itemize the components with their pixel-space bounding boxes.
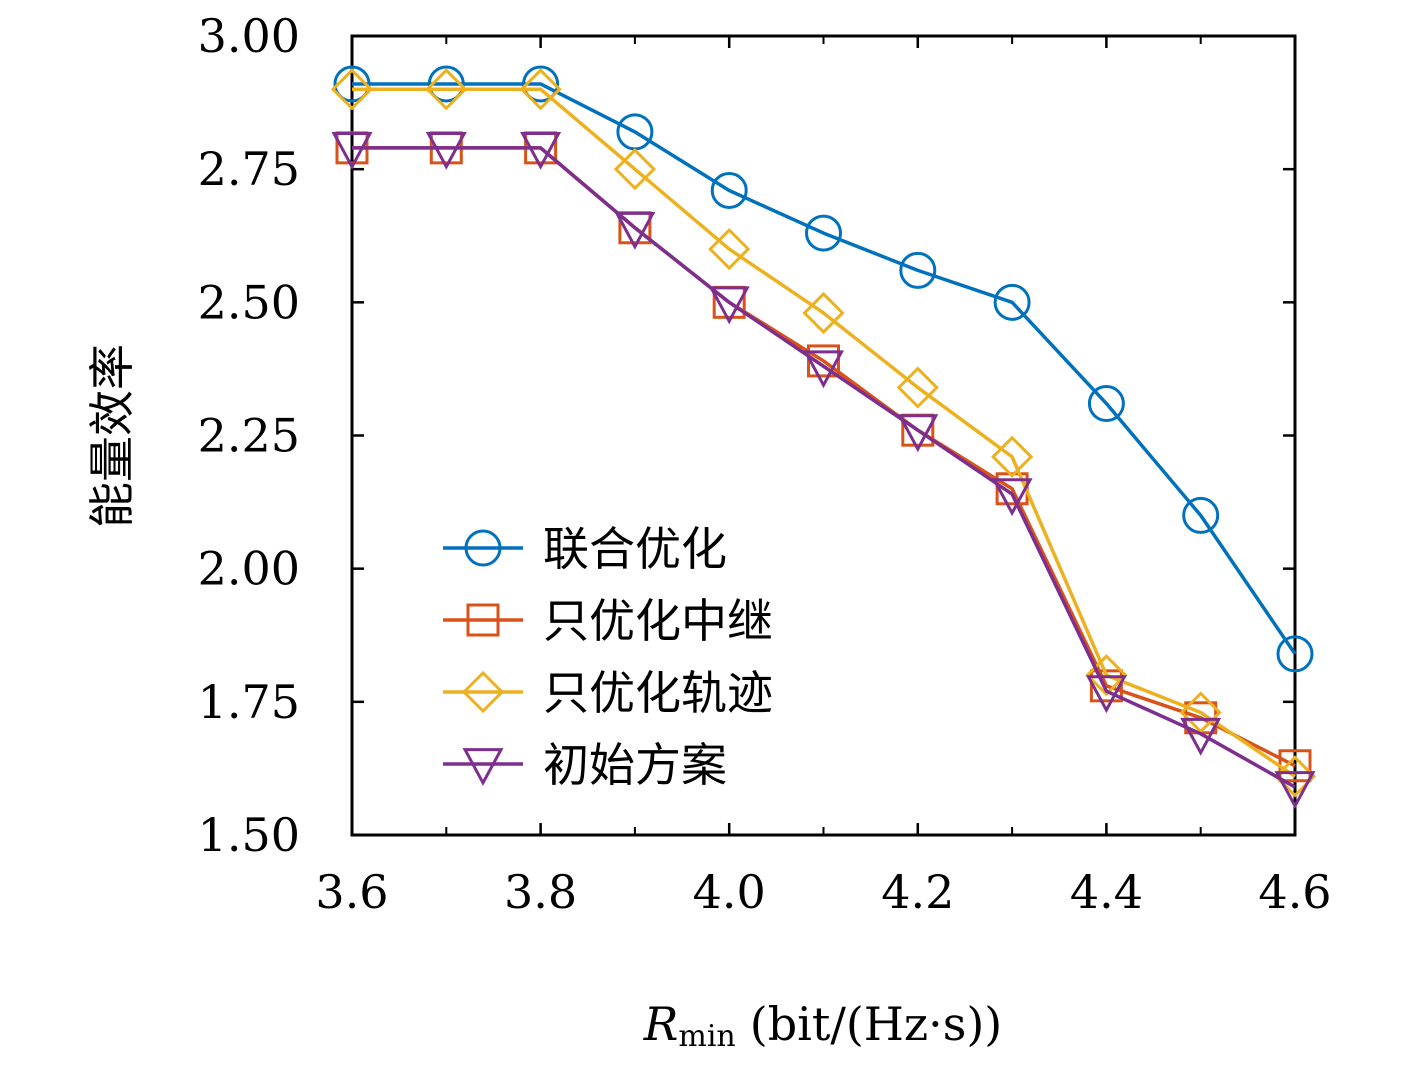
series-line [352, 87, 1296, 778]
plot-frame [350, 34, 1297, 837]
x-axis-label-symbol: R [643, 997, 679, 1051]
legend-item: 联合优化 [443, 522, 727, 576]
data-point [519, 68, 562, 111]
data-point [897, 414, 939, 453]
data-point [991, 478, 1033, 517]
x-tick-label: 4.4 [1070, 865, 1143, 919]
y-tick-label: 2.75 [198, 142, 300, 196]
x-axis-label-unit: (bit/(Hz·s)) [750, 997, 1003, 1051]
x-tick-label: 4.2 [881, 865, 954, 919]
data-point [425, 68, 468, 111]
x-tick-label: 4.0 [693, 865, 766, 919]
y-tick-label: 1.75 [198, 675, 300, 729]
legend-marker [464, 529, 502, 567]
data-point [708, 227, 751, 271]
legend-label: 初始方案 [543, 738, 727, 792]
legend-label: 只优化中继 [543, 594, 773, 648]
data-point [333, 65, 371, 103]
legend-item: 只优化轨迹 [443, 666, 773, 720]
series-3 [330, 68, 1317, 798]
data-point [330, 68, 374, 111]
data-point [899, 251, 937, 289]
data-point [520, 131, 562, 170]
y-tick-label: 2.50 [198, 275, 300, 329]
data-point [993, 283, 1031, 321]
axes-layer: 3.6 3.8 4.0 4.2 4.4 4.6 1.50 1.75 2.00 2.25 2.50 2.… [198, 9, 1332, 919]
x-tick-label: 3.8 [504, 865, 577, 919]
data-point [522, 65, 560, 103]
data-point [1180, 717, 1222, 756]
data-point [802, 291, 845, 335]
series-line [352, 82, 1297, 655]
legend-marker [461, 670, 505, 714]
y-tick-label: 2.00 [198, 542, 300, 596]
data-point [1179, 691, 1222, 734]
x-axis-label-subscript: min [678, 1019, 735, 1054]
data-point [1085, 675, 1127, 714]
data-point [331, 131, 373, 170]
axis-labels-layer: 能量效率 Rmin (bit/(Hz·s)) [85, 344, 1002, 1054]
legend-label: 联合优化 [543, 522, 727, 576]
data-point [427, 65, 465, 103]
data-point [802, 350, 845, 389]
data-point [1085, 654, 1128, 697]
data-point [1273, 755, 1317, 798]
data-point [425, 131, 467, 170]
series-layer [330, 65, 1317, 810]
legend-item: 只优化中继 [443, 594, 773, 648]
data-point [990, 435, 1034, 478]
data-point [614, 211, 656, 250]
data-point [1182, 496, 1220, 534]
data-point [1274, 771, 1316, 810]
data-point [708, 286, 750, 325]
data-point [805, 214, 842, 252]
series-line [352, 146, 1296, 789]
series-4 [331, 131, 1316, 810]
x-tick-label: 4.6 [1258, 865, 1331, 919]
legend-marker [466, 603, 500, 637]
series-2 [335, 131, 1312, 783]
legend-item: 初始方案 [443, 738, 727, 792]
legend-label: 只优化轨迹 [543, 666, 773, 720]
data-point [613, 148, 657, 191]
y-axis-label: 能量效率 [85, 344, 139, 528]
x-tick-label: 3.6 [315, 865, 388, 919]
y-tick-label: 2.25 [198, 409, 300, 463]
y-tick-label: 1.50 [198, 808, 300, 862]
series-1 [333, 65, 1314, 673]
data-point [1087, 385, 1125, 423]
data-point [807, 344, 840, 378]
y-tick-label: 3.00 [198, 9, 300, 63]
legend-marker [462, 748, 504, 787]
data-point [1276, 635, 1314, 673]
data-point [710, 171, 748, 209]
data-point [896, 366, 939, 409]
x-axis-label: Rmin (bit/(Hz·s)) [643, 997, 1003, 1054]
